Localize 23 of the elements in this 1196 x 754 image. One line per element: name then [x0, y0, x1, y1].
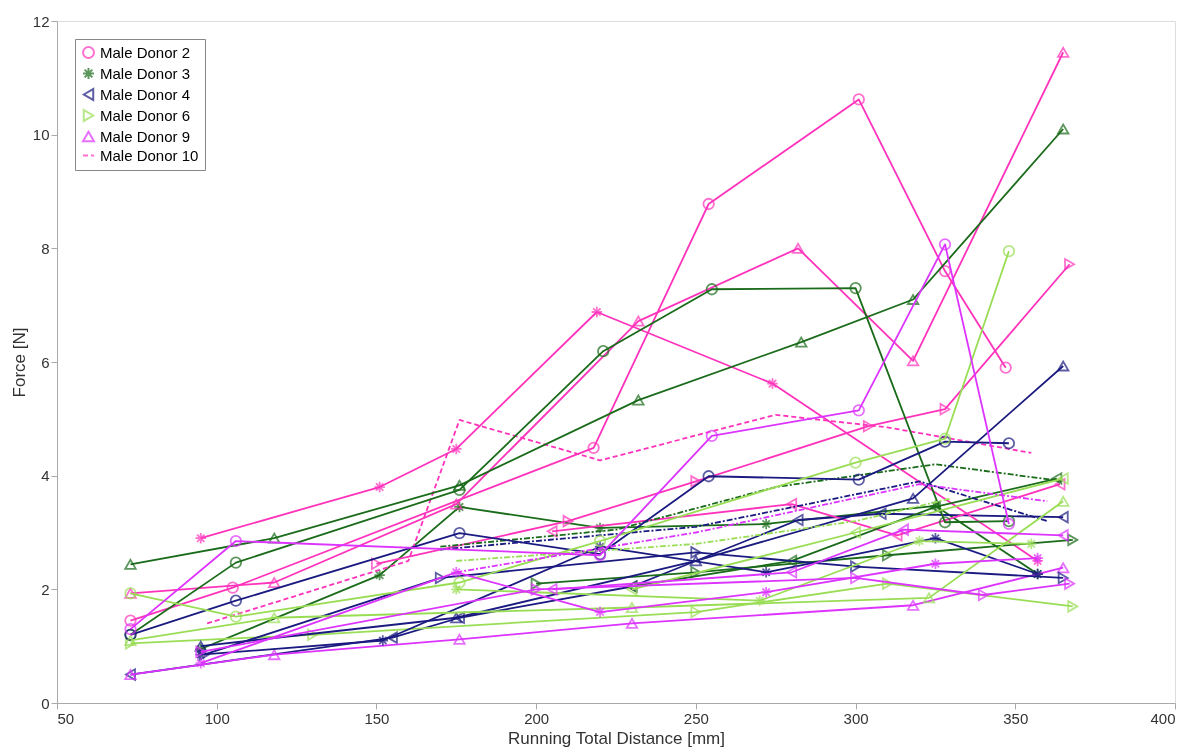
legend-label: Male Donor 6: [100, 106, 191, 124]
x-tick-label: 100: [204, 709, 230, 727]
legend-label: Male Donor 10: [100, 146, 199, 164]
legend-label: Male Donor 3: [100, 64, 191, 82]
y-tick-label: 8: [41, 239, 50, 257]
legend-label: Male Donor 9: [100, 127, 191, 145]
x-tick-label: 250: [683, 709, 709, 727]
y-tick-label: 6: [41, 353, 50, 371]
x-axis-title: Running Total Distance [mm]: [507, 728, 726, 748]
y-tick-label: 12: [32, 12, 50, 30]
legend-label: Male Donor 2: [100, 43, 191, 61]
y-tick-label: 10: [32, 126, 50, 144]
x-tick-label: 350: [1003, 709, 1029, 727]
y-tick-label: 4: [41, 467, 50, 485]
x-tick-label: 400: [1150, 709, 1176, 727]
y-axis-title: Force [N]: [9, 327, 29, 398]
x-tick-label: 150: [364, 709, 390, 727]
y-tick-label: 0: [41, 694, 50, 712]
x-tick-label: 300: [843, 709, 869, 727]
x-tick-label: 50: [57, 709, 75, 727]
y-tick-label: 2: [41, 580, 50, 598]
legend-label: Male Donor 4: [100, 85, 191, 103]
x-tick-label: 200: [524, 709, 550, 727]
